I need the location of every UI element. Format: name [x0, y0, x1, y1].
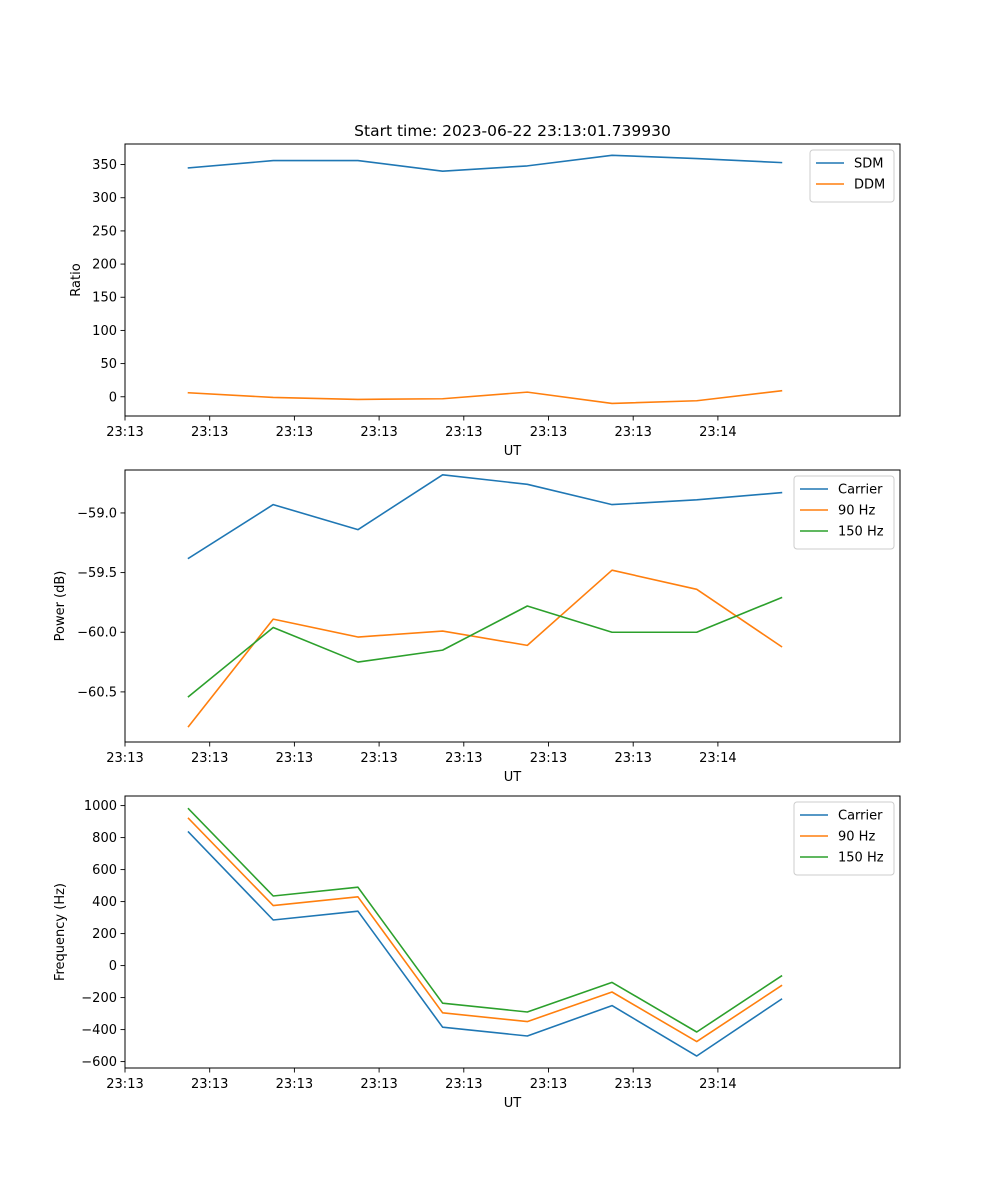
axes-frame: [124, 469, 901, 743]
x-axis-label: UT: [504, 770, 522, 785]
series-line-90-hz: [187, 817, 783, 1043]
series-line-carrier: [187, 830, 783, 1057]
y-tick-label: −60.5: [77, 685, 117, 700]
legend-label: SDM: [854, 157, 883, 172]
y-tick-label: 200: [92, 927, 117, 942]
legend-label: DDM: [854, 178, 885, 193]
x-tick-label: 23:13: [276, 751, 313, 766]
x-tick-label: 23:13: [445, 1077, 482, 1092]
x-tick-label: 23:13: [191, 425, 228, 440]
x-tick-label: 23:13: [614, 751, 651, 766]
y-tick-label: 0: [109, 959, 117, 974]
ratio-panel: 23:13 23:13 23:13 23:13 23:13 23:13 23:13 23:14…: [69, 143, 901, 459]
legend: SDM DDM: [809, 149, 895, 203]
y-tick-label: 50: [100, 357, 117, 372]
x-tick-label: 23:13: [614, 425, 651, 440]
y-tick-label: 300: [92, 191, 117, 206]
y-axis-label: Ratio: [69, 263, 84, 296]
x-tick-label: 23:13: [445, 751, 482, 766]
y-tick-label: 0: [109, 390, 117, 405]
y-tick-label: 150: [92, 291, 117, 306]
x-tick-label: 23:14: [699, 425, 736, 440]
series-line-90-hz: [187, 569, 783, 728]
legend-label: 90 Hz: [838, 504, 875, 519]
y-tick-label: 250: [92, 224, 117, 239]
x-tick-label: 23:13: [106, 425, 143, 440]
x-tick-label: 23:13: [530, 1077, 567, 1092]
x-tick-label: 23:13: [276, 1077, 313, 1092]
x-axis-label: UT: [504, 1096, 522, 1111]
legend-label: 150 Hz: [838, 851, 884, 866]
y-tick-label: −59.0: [77, 506, 117, 521]
x-tick-label: 23:14: [699, 1077, 736, 1092]
ratio-series-group: [187, 154, 783, 405]
y-tick-label: −60.0: [77, 626, 117, 641]
power-panel: 23:13 23:13 23:13 23:13 23:13 23:13 23:13 23:14…: [53, 469, 901, 785]
series-line-ddm: [187, 389, 783, 405]
y-tick-label: 800: [92, 831, 117, 846]
y-tick-label: −600: [81, 1055, 117, 1070]
x-tick-label: 23:13: [360, 425, 397, 440]
x-tick-label: 23:13: [360, 1077, 397, 1092]
y-axis-label: Frequency (Hz): [53, 883, 68, 981]
x-tick-label: 23:13: [106, 751, 143, 766]
series-line-150-hz: [187, 596, 783, 698]
legend: Carrier 90 Hz 150 Hz: [793, 801, 895, 876]
y-tick-label: 400: [92, 895, 117, 910]
x-tick-label: 23:13: [445, 425, 482, 440]
y-tick-label: −400: [81, 1023, 117, 1038]
x-tick-label: 23:13: [360, 751, 397, 766]
y-tick-label: 350: [92, 158, 117, 173]
legend-label: Carrier: [838, 483, 883, 498]
y-axis-label: Power (dB): [53, 571, 68, 642]
frequency-series-group: [187, 807, 783, 1057]
legend-label: 150 Hz: [838, 525, 884, 540]
legend: Carrier 90 Hz 150 Hz: [793, 475, 895, 550]
x-tick-label: 23:13: [276, 425, 313, 440]
frequency-panel: 23:13 23:13 23:13 23:13 23:13 23:13 23:13 23:14…: [53, 795, 901, 1111]
x-tick-label: 23:13: [614, 1077, 651, 1092]
x-tick-label: 23:13: [530, 425, 567, 440]
x-tick-label: 23:13: [191, 751, 228, 766]
series-line-150-hz: [187, 807, 783, 1033]
y-tick-label: −59.5: [77, 566, 117, 581]
figure-title: Start time: 2023-06-22 23:13:01.739930: [354, 122, 671, 140]
y-tick-label: 100: [92, 324, 117, 339]
y-tick-label: 1000: [84, 799, 117, 814]
legend-label: 90 Hz: [838, 830, 875, 845]
y-tick-label: 600: [92, 863, 117, 878]
y-tick-label: 200: [92, 258, 117, 273]
x-tick-label: 23:14: [699, 751, 736, 766]
axes-frame: [124, 143, 901, 417]
x-tick-label: 23:13: [530, 751, 567, 766]
series-line-carrier: [187, 473, 783, 560]
y-tick-label: −200: [81, 991, 117, 1006]
power-series-group: [187, 473, 783, 728]
series-line-sdm: [187, 154, 783, 172]
x-tick-label: 23:13: [106, 1077, 143, 1092]
x-tick-label: 23:13: [191, 1077, 228, 1092]
legend-label: Carrier: [838, 809, 883, 824]
x-axis-label: UT: [504, 444, 522, 459]
axes-frame: [124, 795, 901, 1069]
